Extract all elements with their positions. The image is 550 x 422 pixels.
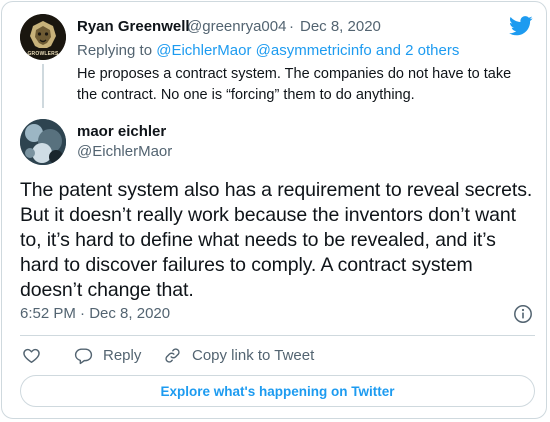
mention-link[interactable]: @EichlerMaor: [156, 42, 252, 59]
meta-separator: ·: [289, 18, 294, 35]
avatar-logo-text: GROWLERS: [27, 51, 59, 57]
replying-to-prefix: Replying to: [77, 42, 153, 59]
parent-author-handle[interactable]: @greenrya004: [187, 18, 287, 35]
like-button[interactable]: [22, 346, 41, 365]
parent-tweet-date[interactable]: Dec 8, 2020: [300, 18, 381, 35]
copy-link-button[interactable]: Copy link to Tweet: [163, 346, 314, 365]
profile-photo-icon: [20, 119, 66, 165]
info-icon[interactable]: [513, 304, 533, 324]
others-link[interactable]: and 2 others: [375, 42, 460, 59]
mention-link[interactable]: @asymmetricinfo: [255, 42, 372, 59]
meta-separator: ·: [80, 305, 86, 322]
replying-to-line: Replying to @EichlerMaor @asymmetricinfo…: [77, 42, 459, 59]
parent-tweet-text: He proposes a contract system. The compa…: [77, 66, 512, 103]
parent-author-name[interactable]: Ryan Greenwell: [77, 18, 190, 35]
main-author-handle[interactable]: @EichlerMaor: [77, 143, 173, 160]
main-author-avatar[interactable]: [20, 119, 66, 165]
tweet-date[interactable]: Dec 8, 2020: [89, 305, 171, 322]
lion-crest-icon: [20, 14, 66, 60]
twitter-bird-icon[interactable]: [509, 16, 533, 36]
heart-icon: [23, 348, 40, 363]
link-icon: [165, 348, 180, 363]
reply-label[interactable]: Reply: [103, 347, 142, 364]
main-author-name[interactable]: maor eichler: [77, 123, 167, 140]
reply-icon: [74, 348, 93, 365]
main-tweet-text: The patent system also has a requirement…: [20, 179, 533, 301]
parent-author-avatar[interactable]: [20, 14, 66, 60]
reply-button[interactable]: Reply: [74, 346, 141, 365]
thread-connector-line: [42, 64, 44, 108]
tweet-timestamp[interactable]: 6:52 PM · Dec 8, 2020: [20, 305, 170, 322]
divider: [20, 335, 535, 336]
tweet-time[interactable]: 6:52 PM: [20, 305, 76, 322]
copy-link-label[interactable]: Copy link to Tweet: [192, 347, 315, 364]
explore-twitter-button[interactable]: Explore what's happening on Twitter: [20, 375, 535, 407]
